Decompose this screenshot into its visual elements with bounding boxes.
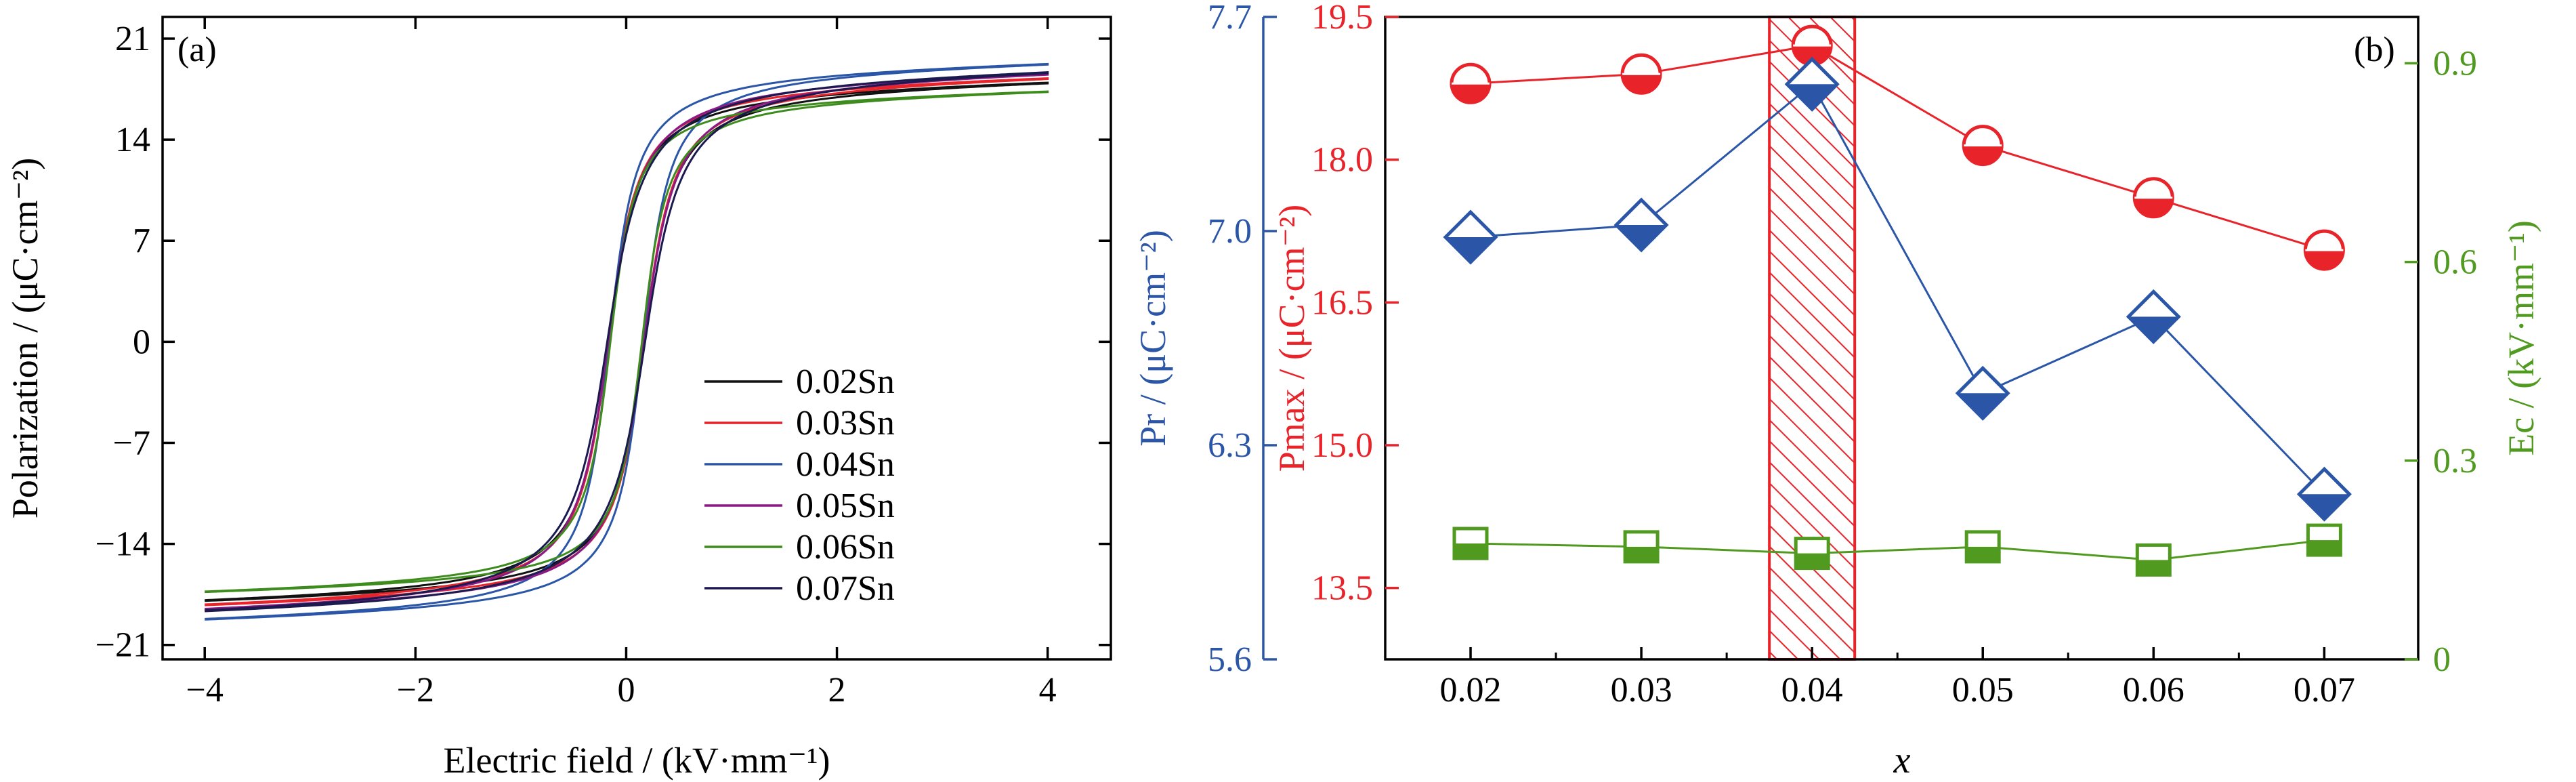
pr-tick-label: 5.6: [1208, 640, 1252, 679]
y-tick-label-a: 21: [115, 20, 150, 58]
plot-frame-a: [161, 16, 1112, 661]
ec-tick-label: 0.6: [2433, 243, 2477, 282]
legend-label-0.06Sn: 0.06Sn: [796, 528, 895, 567]
point-Pmax-0.02: [1450, 62, 1492, 104]
y-tick-label-a: −21: [96, 626, 150, 665]
y-tick-label-a: −14: [96, 525, 150, 564]
x-axis-label-a: Electric field / (kV·mm⁻¹): [444, 740, 830, 781]
line-Pr: [1470, 82, 2325, 495]
point-Pmax-0.03: [1620, 53, 1662, 95]
loop-0.03Sn: [205, 77, 1049, 606]
point-Ec-0.03: [1623, 530, 1660, 564]
axis-ticks-b: 0.02 0.03 0.04 0.05 0.06 0.07 5.6 6.3 7.0 7.7 13.5…: [1208, 0, 2477, 709]
pr-axis-title: Pr / (μC·cm⁻²): [1133, 230, 1173, 447]
hysteresis-loops: [205, 62, 1049, 621]
loop-0.04Sn: [205, 62, 1049, 621]
pmax-tick-label: 13.5: [1311, 569, 1373, 608]
panel-label-a: (a): [177, 30, 217, 69]
point-Pr-0.07: [2296, 466, 2352, 522]
pmax-tick-label: 16.5: [1311, 283, 1373, 322]
property-chart: 0.02 0.03 0.04 0.05 0.06 0.07 5.6 6.3 7.0 7.7 13.5…: [1133, 0, 2541, 781]
pr-tick-label: 6.3: [1208, 426, 1252, 465]
x-tick-label-b: 0.04: [1781, 671, 1843, 709]
point-Pmax-0.05: [1962, 125, 2004, 167]
point-Pr-0.03: [1613, 197, 1669, 253]
point-Ec-0.05: [1964, 530, 2001, 564]
line-Pmax: [1470, 44, 2325, 251]
loop-0.06Sn: [205, 90, 1049, 594]
x-tick-label-a: 2: [828, 671, 846, 709]
point-Ec-0.06: [2135, 543, 2172, 577]
x-tick-label-b: 0.05: [1952, 671, 2014, 709]
point-Pr-0.04: [1784, 56, 1840, 112]
point-Pmax-0.07: [2303, 229, 2345, 271]
pmax-tick-label: 18.0: [1311, 141, 1373, 180]
loop-0.05Sn: [205, 73, 1049, 611]
x-tick-label-a: 0: [617, 671, 635, 709]
x-tick-label-b: 0.07: [2294, 671, 2355, 709]
plot-frame-b: [1384, 16, 2420, 661]
pmax-tick-label: 19.5: [1311, 0, 1373, 37]
legend-label-0.03Sn: 0.03Sn: [796, 404, 895, 443]
point-Pr-0.02: [1443, 209, 1498, 265]
data-points: [1443, 24, 2352, 577]
point-Pr-0.05: [1955, 365, 2010, 421]
legend-label-0.05Sn: 0.05Sn: [796, 487, 895, 525]
point-Pmax-0.06: [2132, 177, 2174, 219]
axis-titles-b: Pr / (μC·cm⁻²) Pmax / (μC·cm⁻²) Ec / (kV·m…: [1133, 205, 2541, 472]
point-Ec-0.02: [1452, 527, 1489, 560]
axis-ticks-a: −4 −2 0 2 4 −21 −14 −7 0 7 14 21: [96, 17, 1111, 709]
ec-tick-label: 0.3: [2433, 442, 2477, 480]
y-tick-label-a: 14: [115, 121, 150, 159]
series-lines: [1470, 44, 2325, 561]
legend-label-0.02Sn: 0.02Sn: [796, 363, 895, 401]
ec-tick-label: 0.9: [2433, 44, 2477, 83]
x-tick-label-b: 0.03: [1611, 671, 1672, 709]
pmax-axis-title: Pmax / (μC·cm⁻²): [1271, 205, 1312, 472]
line-Ec: [1470, 539, 2325, 561]
point-Pr-0.06: [2126, 289, 2181, 344]
loop-0.07Sn: [205, 71, 1049, 613]
x-tick-label-a: −4: [186, 671, 224, 709]
y-tick-label-a: 7: [133, 222, 150, 260]
pr-tick-label: 7.0: [1208, 212, 1252, 251]
x-tick-label-a: 4: [1039, 671, 1057, 709]
ec-tick-label: 0: [2433, 640, 2451, 679]
ec-axis-title: Ec / (kV·mm⁻¹): [2501, 220, 2541, 456]
loop-0.02Sn: [205, 81, 1049, 602]
y-tick-label-a: −7: [113, 424, 150, 462]
x-tick-label-a: −2: [397, 671, 434, 709]
panel-label-b: (b): [2354, 30, 2395, 69]
x-axis-label-b: x: [1893, 739, 1911, 781]
x-tick-label-b: 0.02: [1440, 671, 1502, 709]
y-tick-label-a: 0: [133, 323, 150, 361]
point-Ec-0.04: [1794, 537, 1830, 571]
legend-label-0.04Sn: 0.04Sn: [796, 445, 895, 484]
pmax-tick-label: 15.0: [1311, 426, 1373, 465]
pr-tick-label: 7.7: [1208, 0, 1252, 37]
x-tick-label-b: 0.06: [2123, 671, 2184, 709]
point-Pmax-0.04: [1791, 24, 1833, 66]
legend-label-0.07Sn: 0.07Sn: [796, 569, 895, 608]
y-axis-label-a: Polarization / (μC·cm⁻²): [5, 158, 45, 519]
point-Ec-0.07: [2306, 523, 2342, 557]
